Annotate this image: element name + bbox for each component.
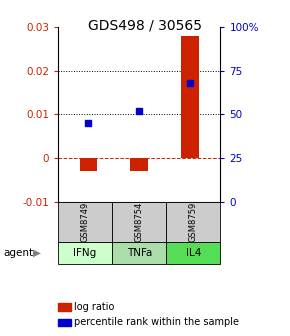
Text: GSM8749: GSM8749: [81, 202, 90, 242]
Bar: [79, 158, 97, 171]
Text: ▶: ▶: [33, 248, 41, 258]
Bar: [130, 158, 148, 171]
Text: log ratio: log ratio: [74, 302, 114, 312]
Text: GSM8754: GSM8754: [135, 202, 144, 242]
Text: percentile rank within the sample: percentile rank within the sample: [74, 317, 239, 327]
Text: agent: agent: [3, 248, 33, 258]
Text: GDS498 / 30565: GDS498 / 30565: [88, 18, 202, 33]
Text: TNFa: TNFa: [126, 248, 152, 258]
Text: IL4: IL4: [186, 248, 201, 258]
Text: GSM8759: GSM8759: [189, 202, 198, 242]
Bar: [181, 36, 199, 158]
Text: IFNg: IFNg: [73, 248, 97, 258]
